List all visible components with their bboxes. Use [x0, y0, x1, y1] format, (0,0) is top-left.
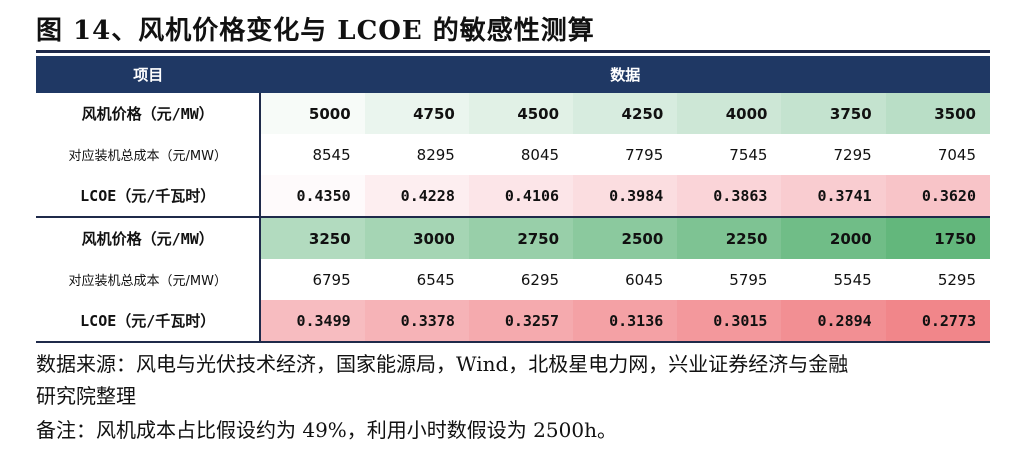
value-cell: 8295	[364, 134, 469, 175]
value-cell: 0.4228	[364, 175, 469, 218]
value-cell: 5795	[677, 259, 782, 300]
value-cell: 6545	[364, 259, 469, 300]
value-cell: 0.4350	[260, 175, 365, 218]
value-cell: 0.2894	[781, 300, 886, 343]
sensitivity-table: 项目 数据 风机价格（元/MW） 5000 4750 4500 4250 4000 3750…	[36, 56, 990, 343]
value-cell: 2500	[573, 217, 678, 259]
value-cell: 0.3015	[677, 300, 782, 343]
row-label: 风机价格（元/MW）	[36, 93, 262, 134]
table-row: 风机价格（元/MW） 5000 4750 4500 4250 4000 3750 3500	[36, 93, 990, 134]
value-cell: 4250	[573, 93, 678, 134]
value-cell: 0.3863	[677, 175, 782, 218]
value-cell: 7045	[885, 134, 990, 175]
value-cell: 6295	[468, 259, 574, 300]
value-cell: 4000	[677, 93, 782, 134]
row-label: 风机价格（元/MW）	[36, 217, 262, 259]
value-cell: 6045	[573, 259, 678, 300]
value-cell: 0.4106	[468, 175, 574, 218]
value-cell: 7545	[677, 134, 782, 175]
header-data: 数据	[260, 56, 990, 93]
value-cell: 0.3741	[781, 175, 886, 218]
table-row: LCOE（元/千瓦时） 0.3499 0.3378 0.3257 0.3136 0.301…	[36, 300, 990, 343]
value-cell: 7795	[573, 134, 678, 175]
row-label: LCOE（元/千瓦时）	[36, 300, 262, 343]
row-label: 对应装机总成本（元/MW）	[36, 259, 262, 300]
value-cell: 8045	[468, 134, 574, 175]
figure-title: 图 14、风机价格变化与 LCOE 的敏感性测算	[36, 16, 595, 46]
value-cell: 4750	[364, 93, 469, 134]
table-row: 对应装机总成本（元/MW） 6795 6545 6295 6045 5795 5545 529…	[36, 259, 990, 300]
value-cell: 5545	[781, 259, 886, 300]
row-label: 对应装机总成本（元/MW）	[36, 134, 262, 175]
value-cell: 3750	[781, 93, 886, 134]
value-cell: 8545	[260, 134, 365, 175]
value-cell: 0.3378	[364, 300, 469, 343]
value-cell: 7295	[781, 134, 886, 175]
title-underline	[36, 50, 990, 53]
header-item: 项目	[36, 56, 261, 93]
value-cell: 0.3257	[468, 300, 574, 343]
row-label: LCOE（元/千瓦时）	[36, 175, 262, 218]
value-cell: 5000	[260, 93, 365, 134]
table-row: 对应装机总成本（元/MW） 8545 8295 8045 7795 7545 7295 704…	[36, 134, 990, 175]
value-cell: 0.2773	[885, 300, 990, 343]
table-row: LCOE（元/千瓦时） 0.4350 0.4228 0.4106 0.3984 0.386…	[36, 175, 990, 218]
value-cell: 3000	[364, 217, 469, 259]
table-header-row: 项目 数据	[36, 56, 990, 93]
value-cell: 2250	[677, 217, 782, 259]
value-cell: 0.3620	[885, 175, 990, 218]
source-line-2: 研究院整理	[36, 384, 136, 408]
value-cell: 5295	[885, 259, 990, 300]
value-cell: 0.3136	[573, 300, 678, 343]
value-cell: 6795	[260, 259, 365, 300]
value-cell: 4500	[468, 93, 574, 134]
table-row: 风机价格（元/MW） 3250 3000 2750 2500 2250 2000 1750	[36, 217, 990, 259]
footnote: 备注：风机成本占比假设约为 49%，利用小时数假设为 2500h。	[36, 418, 617, 442]
value-cell: 3500	[885, 93, 990, 134]
value-cell: 1750	[885, 217, 990, 259]
value-cell: 0.3499	[260, 300, 365, 343]
value-cell: 3250	[260, 217, 365, 259]
value-cell: 2000	[781, 217, 886, 259]
value-cell: 2750	[468, 217, 574, 259]
value-cell: 0.3984	[573, 175, 678, 218]
source-line-1: 数据来源：风电与光伏技术经济，国家能源局，Wind，北极星电力网，兴业证券经济与…	[36, 352, 849, 376]
